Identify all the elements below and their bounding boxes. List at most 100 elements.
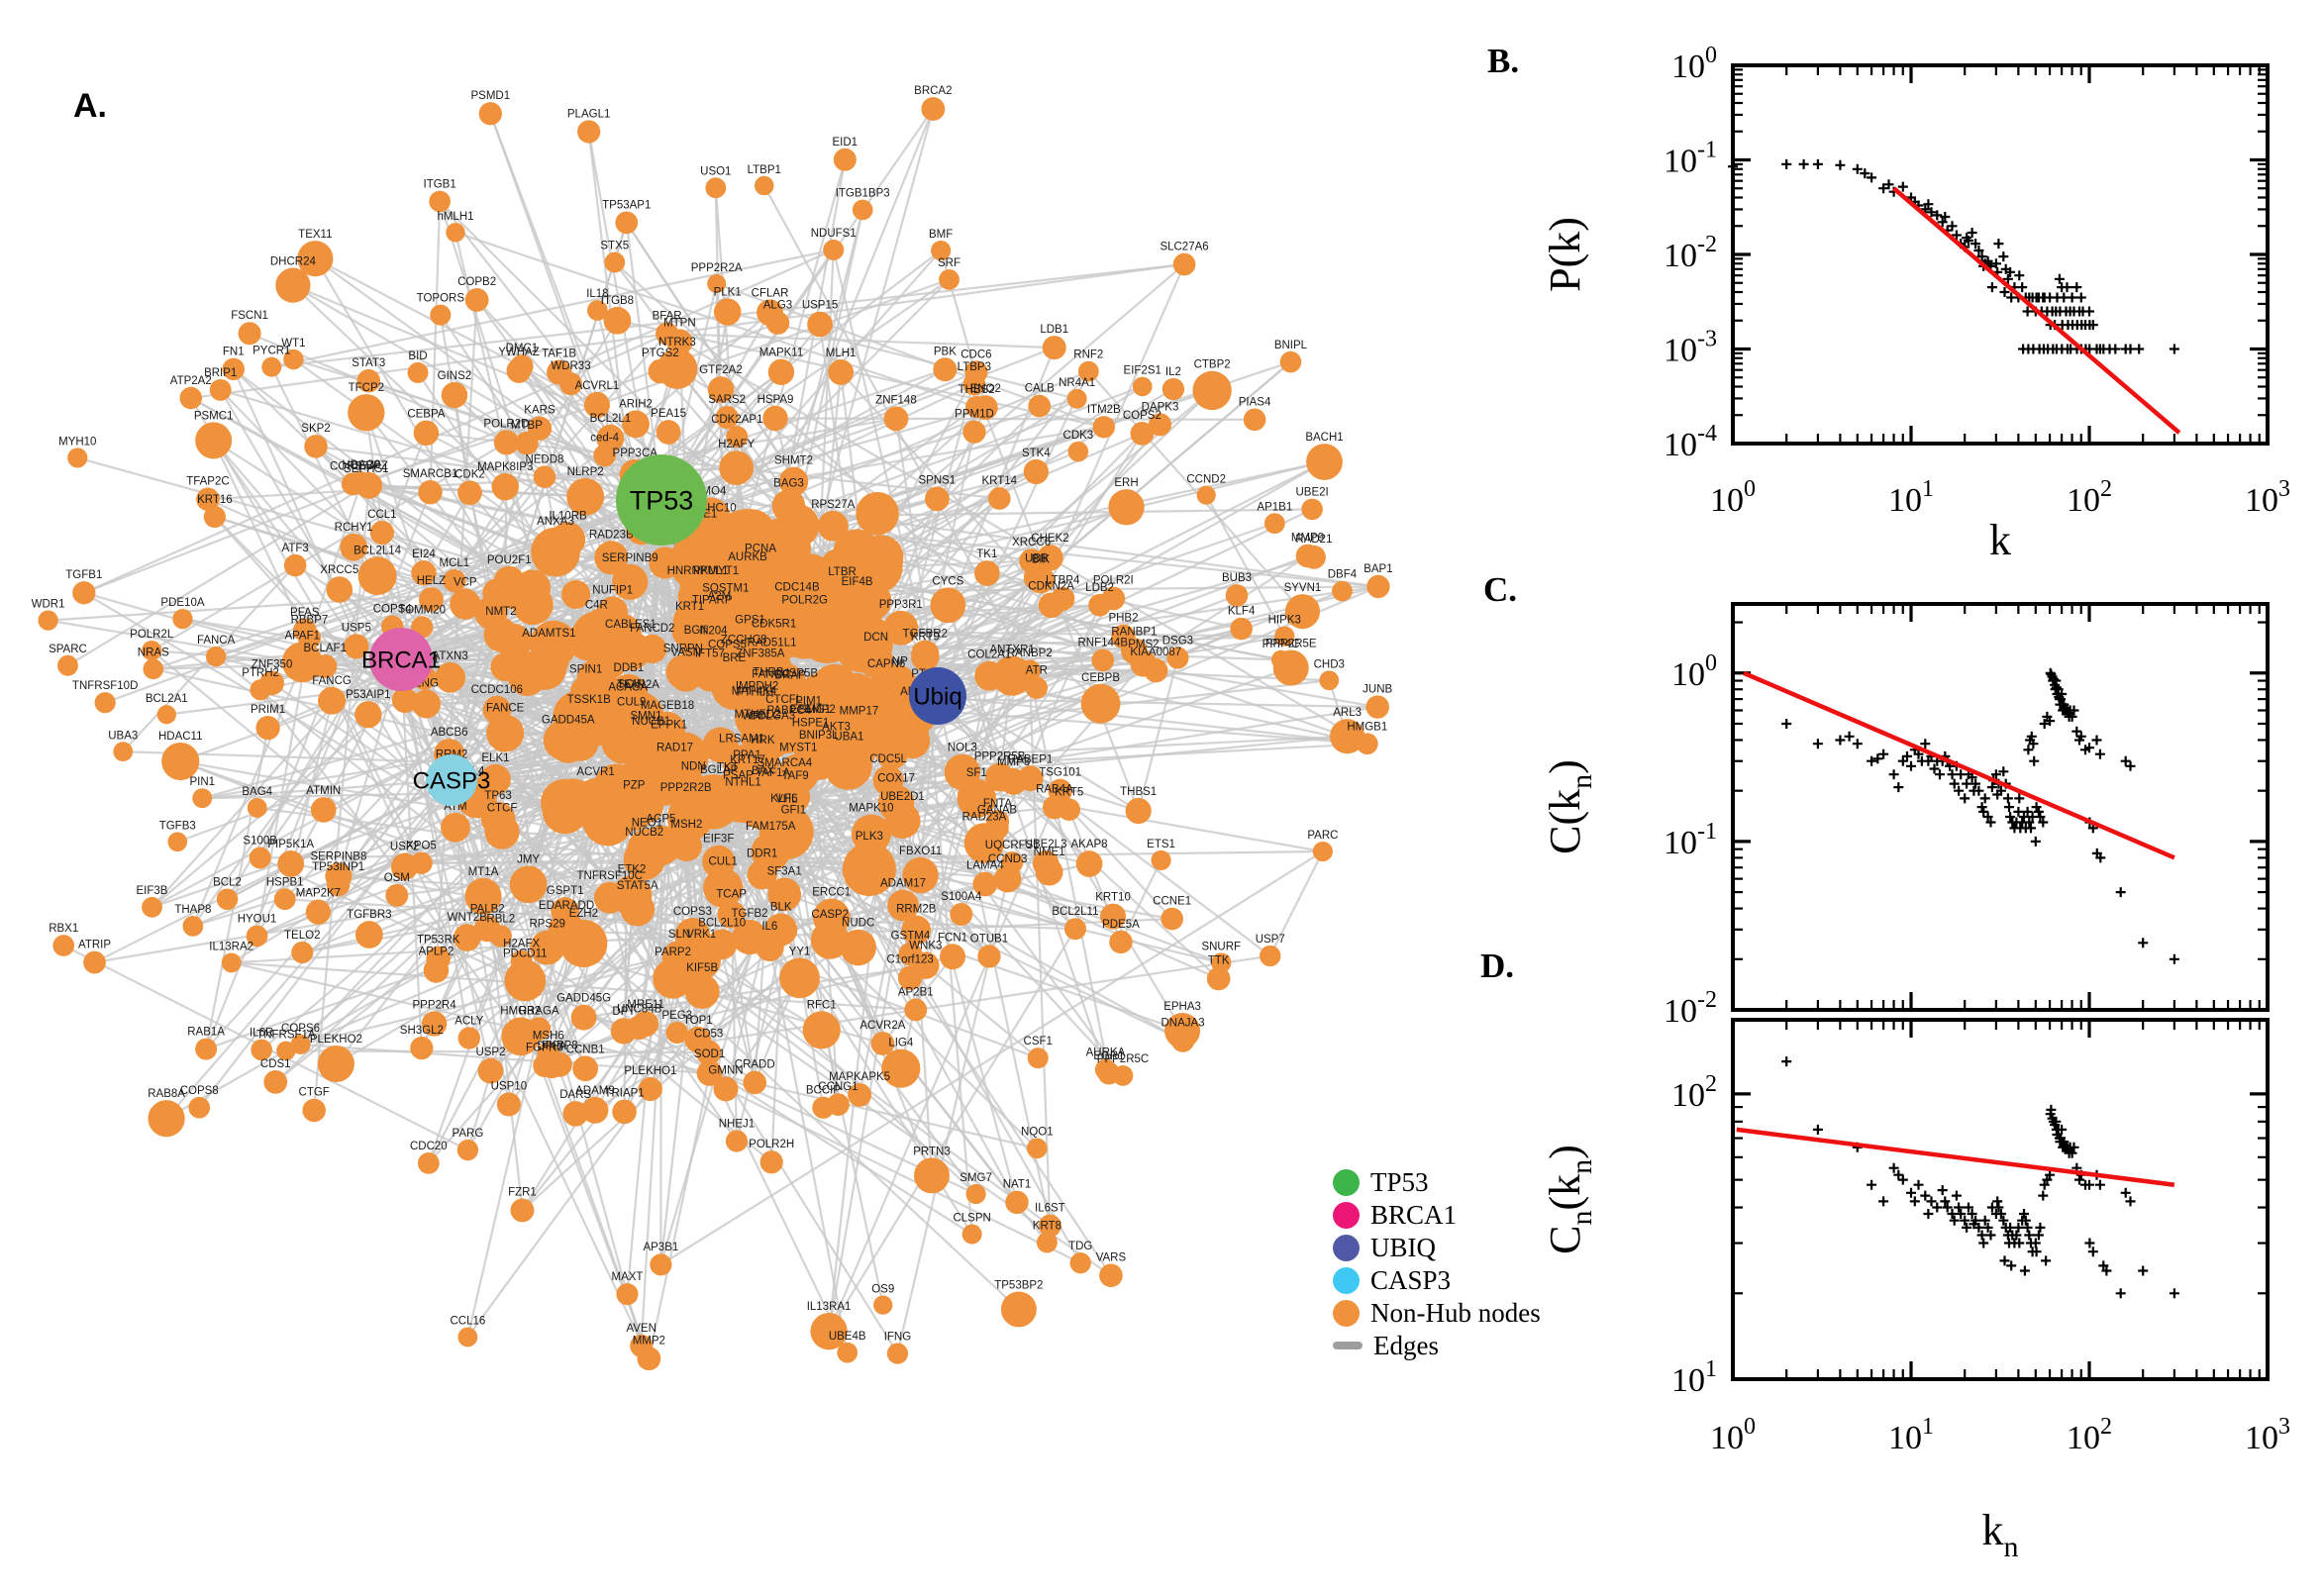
network-node [527, 1017, 552, 1042]
plot-panel-c: 100 10-1 10-2 C(kn) [1541, 602, 2270, 1025]
network-node [143, 658, 164, 680]
node-label: AURKA [1086, 1047, 1126, 1059]
network-node [1356, 733, 1378, 755]
network-edge [213, 515, 451, 755]
network-node [767, 877, 802, 912]
node-label: CTCFL [765, 694, 803, 706]
network-node [550, 726, 587, 763]
node-label: STX5 [600, 241, 629, 252]
network-node [747, 859, 777, 890]
network-node [911, 643, 940, 671]
node-label: RAD21 [1295, 534, 1332, 546]
node-label: ATP2A2 [170, 375, 212, 387]
network-node [354, 921, 383, 948]
network-node [1312, 841, 1333, 862]
node-label: KRT1 [675, 601, 704, 613]
network-node [1130, 649, 1158, 677]
node-label: TOP1 [683, 1015, 713, 1027]
network-node [711, 650, 744, 683]
node-label: NQO1 [1021, 1126, 1054, 1138]
network-node [614, 791, 655, 832]
network-node [443, 568, 466, 593]
node-label: UBE4B [829, 1331, 866, 1343]
node-label: IFT57 [695, 648, 725, 660]
node-label: BMF [929, 229, 953, 241]
network-node [326, 576, 354, 603]
node-label: CDK5R1 [752, 619, 796, 631]
node-label: CCNE1 [1153, 896, 1191, 908]
node-label: OSM [384, 872, 410, 884]
tick-labels: 100 10-1 10-2 [1664, 650, 1717, 1025]
node-label: RPS29 [529, 919, 564, 931]
network-node [1272, 649, 1309, 686]
network-edge [636, 797, 978, 911]
node-label: ARIH2 [619, 398, 653, 410]
network-node [870, 1032, 895, 1055]
network-edge [232, 367, 554, 1067]
network-edge [284, 585, 1380, 1052]
tick-label: 101 [1671, 1356, 1717, 1399]
node-label: RAD23B [589, 529, 634, 541]
network-node [251, 1039, 272, 1061]
network-node [435, 661, 466, 693]
node-label: EFEMP2 [790, 704, 836, 716]
tick-label: 10-4 [1664, 421, 1717, 463]
node-label: TGFB2 [731, 908, 767, 920]
network-node [156, 705, 176, 725]
node-label: XPO5 [406, 841, 437, 852]
network-edge [595, 278, 951, 407]
node-label: TGFBR3 [347, 909, 391, 921]
network-node [357, 556, 397, 596]
network-node [255, 715, 280, 741]
network-edge [205, 727, 269, 1050]
network-node [216, 888, 239, 911]
fit-line [1743, 670, 2175, 860]
node-label: MSH2 [670, 819, 702, 831]
node-label: BRAP [774, 669, 806, 681]
node-label: CALB [1025, 383, 1055, 395]
network-node [627, 1015, 652, 1041]
node-label: LTBR [828, 566, 857, 578]
network-edge [212, 439, 403, 661]
network-node [656, 420, 681, 445]
network-node [247, 797, 267, 818]
node-label: TFAP2C [186, 475, 229, 487]
node-label: IL13RA2 [209, 941, 253, 952]
network-node [493, 430, 520, 455]
node-label: H2AFY [718, 439, 755, 450]
network-node [1067, 441, 1089, 462]
node-label: ACACA [608, 681, 648, 693]
network-edge [230, 961, 917, 1012]
network-node [273, 888, 296, 911]
node-label: WDR33 [551, 360, 590, 372]
network-node [1279, 350, 1302, 373]
node-label: COPB2 [457, 276, 496, 288]
network-node [822, 577, 862, 617]
network-node [638, 1076, 662, 1102]
node-label: PIM1 [795, 695, 822, 707]
network-node [649, 547, 681, 579]
hub-node-tp53 [616, 454, 707, 546]
network-node [283, 349, 304, 370]
node-label: NRAS [138, 647, 169, 658]
node-label: DDR1 [747, 848, 777, 859]
tick-label: 100 [1710, 1414, 1756, 1456]
node-label: MT1A [468, 866, 499, 878]
network-node [656, 348, 698, 389]
network-node [1196, 485, 1216, 505]
legend-node-swatch [1333, 1234, 1360, 1261]
node-label: TK1 [976, 549, 997, 560]
node-label: ATXN3 [433, 650, 468, 662]
network-edge [828, 789, 1061, 1333]
node-label: PLAGL1 [567, 108, 610, 120]
node-label: RANBP1 [1111, 626, 1157, 638]
node-label: TFAP2A [617, 679, 659, 691]
network-node [757, 299, 783, 327]
node-label: EDARADD [539, 900, 594, 912]
network-node [83, 950, 106, 974]
node-label: FAM175A [746, 821, 796, 833]
network-node [1069, 1252, 1091, 1274]
tick-label: 103 [2245, 1414, 2290, 1456]
node-label: NUDC [842, 918, 874, 930]
network-node [593, 444, 616, 467]
